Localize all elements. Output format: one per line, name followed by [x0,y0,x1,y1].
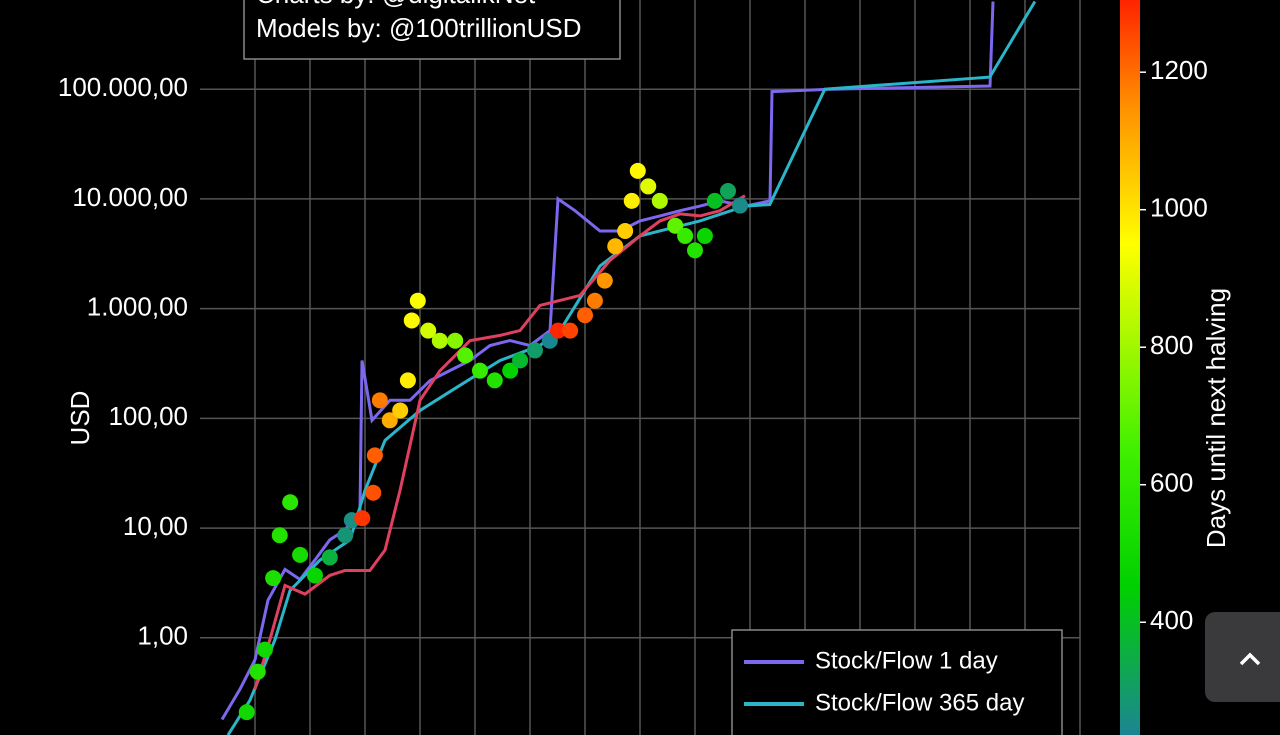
scatter-point [420,322,437,339]
scatter-point [502,362,519,379]
y-tick-label: 1.000,00 [87,292,188,322]
scatter-point [629,162,646,179]
scatter-point [607,238,624,255]
y-tick-label: 10,00 [123,511,188,541]
scatter-point [447,332,464,349]
scatter-point [512,352,529,369]
series-line [253,194,746,690]
scatter-point [706,192,723,209]
scatter-point [667,217,684,234]
scatter-point [256,641,273,658]
scatter-point [306,567,323,584]
series-line [220,1,995,721]
credit: Models by: @100trillionUSD [256,13,582,43]
scatter-point [550,322,567,339]
scatter-point [271,527,288,544]
grid [200,0,1081,735]
legend-box [731,629,1063,735]
credit: Charts by: @digitalikNet [256,0,536,9]
scatter-point [337,527,354,544]
legend-label: Stock/Flow 365 day [815,689,1024,716]
credits-box [243,0,621,60]
colorbar-label: Days until next halving [1201,288,1231,548]
legend-label: Stock/Flow 1 day [815,647,998,674]
scatter-point [249,663,266,680]
colorbar-tick-label: 800 [1150,330,1193,360]
scatter-point [366,447,383,464]
scatter-point [696,227,713,244]
scatter-point [399,372,416,389]
scatter-point [282,494,299,511]
scatter-point [431,332,448,349]
scatter-point [687,242,703,259]
scatter-point [457,347,474,364]
scatter-point [651,192,668,209]
scatter-point [265,570,282,587]
series-line [226,0,1037,735]
colorbar [1120,0,1140,735]
y-tick-label: 10.000,00 [72,182,188,212]
scatter-point [586,292,603,309]
scatter-point [365,484,382,501]
scatter-points [238,162,749,721]
colorbar-tick-label: 1200 [1150,55,1208,85]
scatter-point [640,178,657,195]
scatter-point [403,312,420,329]
scatter-point [486,372,503,389]
chevron-icon[interactable] [1239,652,1261,666]
scatter-point [321,549,338,566]
y-tick-label: 100.000,00 [58,72,188,102]
lines [220,0,1037,735]
y-axis-label: USD [65,391,95,446]
scatter-point [471,362,488,379]
scatter-point [562,322,579,339]
y-tick-label: 1,00 [137,621,188,651]
colorbar-tick-label: 600 [1150,468,1193,498]
scatter-point [409,292,426,309]
scatter-point [381,412,398,429]
scatter-point [392,402,409,419]
scatter-point [720,183,736,200]
scatter-point [292,546,309,563]
scroll-top-button[interactable] [1205,612,1280,702]
scatter-point [677,227,694,244]
colorbar-tick-label: 1000 [1150,193,1208,223]
y-tick-label: 100,00 [108,401,188,431]
scatter-point [371,392,388,409]
scatter-point [617,222,634,239]
scatter-point [526,342,543,359]
button-bg[interactable] [1205,612,1280,702]
legend: Stock/Flow 1 day Stock/Flow 365 day [731,629,1063,735]
scatter-point [596,272,613,289]
scatter-point [623,192,640,209]
colorbar-tick-label: 400 [1150,605,1193,635]
scatter-point [577,307,593,324]
scatter-point [354,510,371,527]
scatter-point [238,704,255,721]
scatter-point [732,197,749,214]
